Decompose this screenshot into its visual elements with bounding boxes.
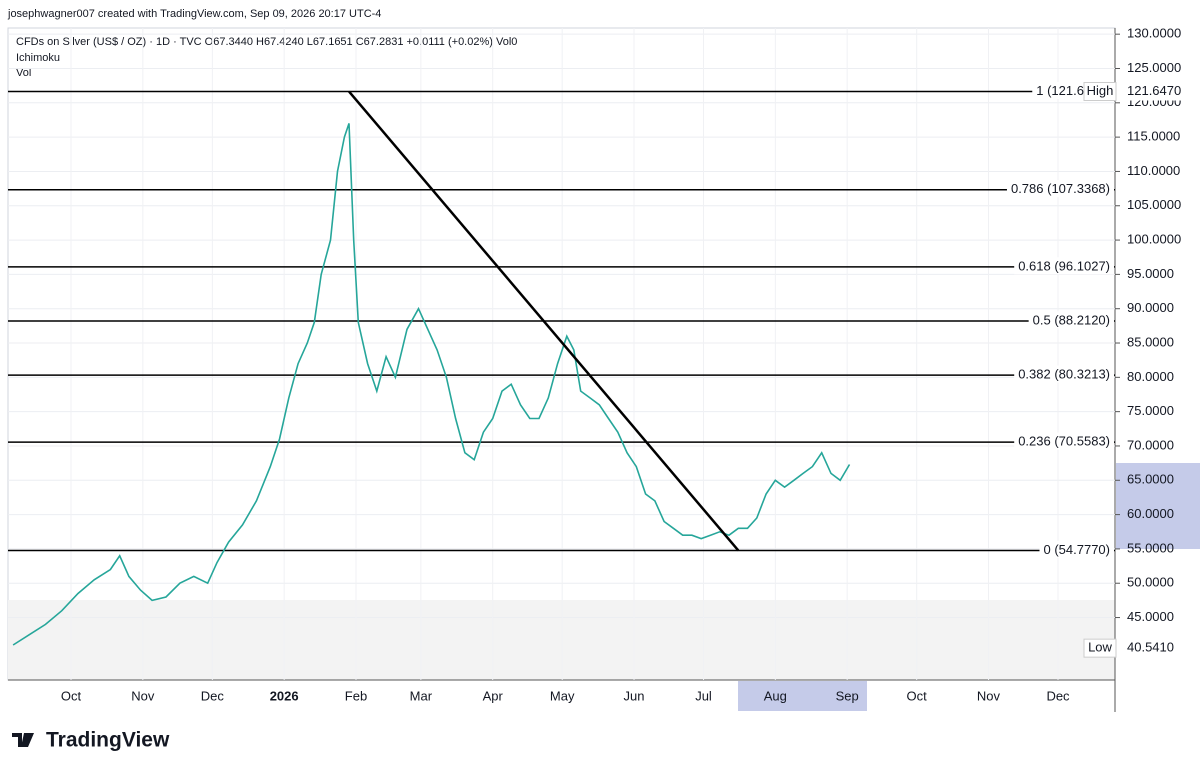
indicator: Vol: [16, 67, 31, 79]
low-label-bg: [1083, 638, 1117, 658]
x-tick-label: Aug: [764, 688, 787, 703]
x-tick-label: Feb: [345, 688, 367, 703]
fib-label: 0.382 (80.3213): [1018, 367, 1110, 382]
x-tick-label: May: [550, 688, 575, 703]
high-label: High: [1087, 83, 1114, 98]
fib-label: 0.5 (88.2120): [1033, 312, 1110, 327]
fib-label-bg: [1014, 365, 1114, 383]
x-tick-label: Mar: [410, 688, 433, 703]
fib-label-bg: [1039, 540, 1114, 558]
y-tick-label: 70.0000: [1127, 437, 1174, 452]
y-tick-label: 75.0000: [1127, 403, 1174, 418]
fib-label-bg: [1028, 311, 1114, 329]
y-tick-label: 55.0000: [1127, 540, 1174, 555]
fib-label: 0 (54.7770): [1044, 542, 1111, 557]
y-tick-label: 125.0000: [1127, 60, 1181, 75]
high-value: 121.6470: [1127, 83, 1181, 98]
x-tick-label: Dec: [1046, 688, 1070, 703]
y-range-highlight: [1116, 463, 1200, 549]
high-value-bg: [1117, 82, 1200, 101]
author-line: josephwagner007 created with TradingView…: [7, 8, 381, 20]
x-range-highlight: [738, 681, 867, 711]
high-label-bg: [1083, 82, 1117, 102]
fib-label-bg: [1014, 432, 1114, 450]
x-tick-label: Oct: [61, 688, 82, 703]
brand: TradingView: [46, 729, 170, 752]
trend-line: [348, 90, 740, 552]
y-tick-label: 95.0000: [1127, 266, 1174, 281]
low-label: Low: [1088, 640, 1112, 655]
x-tick-label: Nov: [131, 688, 155, 703]
fib-label: 0.236 (70.5583): [1018, 434, 1110, 449]
y-tick-label: 105.0000: [1127, 197, 1181, 212]
price-line: [12, 123, 851, 646]
brand-logo: [12, 733, 34, 747]
fib-label-bg: [1014, 257, 1114, 275]
x-tick-label: Jul: [695, 688, 712, 703]
x-tick-label: Sep: [836, 688, 859, 703]
y-tick-label: 60.0000: [1127, 506, 1174, 521]
low-value: 40.5410: [1127, 640, 1174, 655]
x-tick-label: Jun: [624, 688, 645, 703]
x-tick-label: Nov: [977, 688, 1001, 703]
low-value-bg: [1117, 639, 1200, 658]
y-tick-label: 65.0000: [1127, 472, 1174, 487]
y-tick-label: 90.0000: [1127, 300, 1174, 315]
fib-label-bg: [1006, 180, 1114, 198]
indicator: Ichimoku: [16, 52, 60, 64]
x-tick-label: Dec: [201, 688, 225, 703]
y-tick-label: 100.0000: [1127, 232, 1181, 247]
x-tick-label: Oct: [907, 688, 928, 703]
volume-pane: [8, 600, 1115, 680]
y-tick-label: 45.0000: [1127, 609, 1174, 624]
y-tick-label: 85.0000: [1127, 334, 1174, 349]
y-tick-label: 115.0000: [1127, 129, 1180, 144]
symbol-line: CFDs on Silver (US$ / OZ) · 1D · TVC O67…: [16, 36, 517, 48]
fib-label: 0.618 (96.1027): [1018, 258, 1110, 273]
y-tick-label: 80.0000: [1127, 369, 1174, 384]
x-tick-label: Apr: [483, 688, 504, 703]
x-tick-label: 2026: [270, 688, 299, 703]
y-tick-label: 50.0000: [1127, 575, 1174, 590]
fib-label: 0.786 (107.3368): [1011, 181, 1110, 196]
y-tick-label: 110.0000: [1127, 163, 1180, 178]
y-tick-label: 130.0000: [1127, 26, 1181, 41]
